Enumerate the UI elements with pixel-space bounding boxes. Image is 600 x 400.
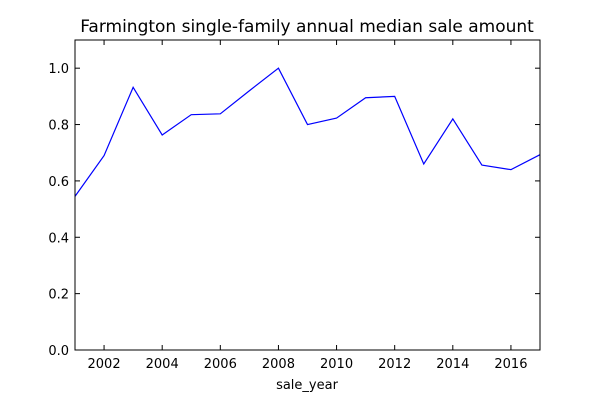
y-tick-label-0.8: 0.8 (48, 119, 69, 134)
series-line-0 (74, 67, 541, 197)
y-tick-label-0.6: 0.6 (48, 175, 69, 190)
x-tick-label-2006: 2006 (204, 357, 237, 372)
x-tick-label-2008: 2008 (262, 357, 295, 372)
plot-frame (74, 39, 541, 351)
y-tick-label-0.4: 0.4 (48, 231, 69, 246)
y-tick-label-0.2: 0.2 (48, 288, 69, 303)
x-tick-label-2004: 2004 (146, 357, 179, 372)
x-tick-label-2010: 2010 (320, 357, 353, 372)
x-axis-label: sale_year (276, 378, 339, 393)
chart-title: Farmington single-family annual median s… (80, 17, 534, 37)
x-tick-label-2016: 2016 (494, 357, 527, 372)
y-tick-label-1.0: 1.0 (48, 62, 69, 77)
x-tick-label-2014: 2014 (436, 357, 469, 372)
x-tick-label-2012: 2012 (378, 357, 411, 372)
y-tick-label-0.0: 0.0 (48, 344, 69, 359)
x-tick-label-2002: 2002 (88, 357, 121, 372)
